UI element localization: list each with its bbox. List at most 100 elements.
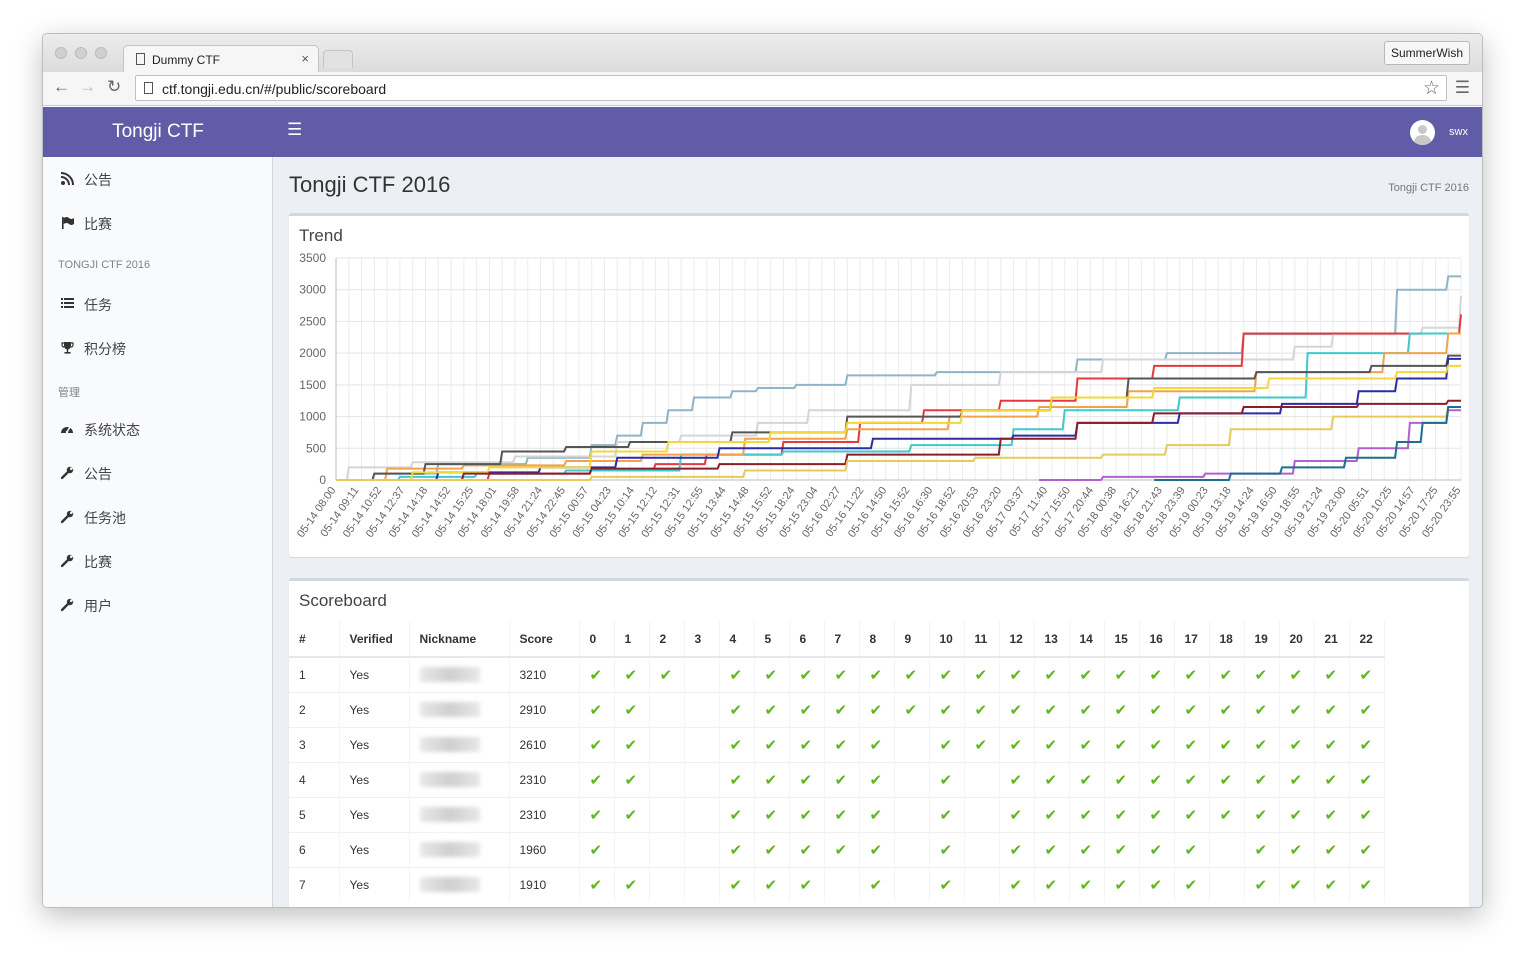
browser-menu-icon[interactable]: ☰ <box>1454 78 1470 97</box>
check-icon: ✔ <box>1359 806 1373 824</box>
task-cell: ✔ <box>1034 796 1070 832</box>
task-cell: ✔ <box>1314 691 1350 727</box>
series-line <box>1154 406 1461 481</box>
check-icon: ✔ <box>624 771 638 789</box>
check-icon: ✔ <box>589 806 603 824</box>
column-header: # <box>289 621 340 658</box>
task-cell <box>649 691 685 727</box>
task-cell: ✔ <box>1244 726 1280 762</box>
task-cell <box>894 866 930 902</box>
table-row: 4 Yes 2310 ✔ ✔ ✔ ✔ ✔ ✔ ✔ ✔ ✔ ✔ ✔ ✔ ✔ ✔ ✔ ✔ ✔ ✔ ✔ <box>289 761 1385 797</box>
task-cell: ✔ <box>1139 796 1175 832</box>
task-cell: ✔ <box>1314 761 1350 797</box>
sidebar-item-task-pool[interactable]: 任务池 <box>43 495 272 539</box>
redacted-nickname <box>419 877 480 893</box>
url-text[interactable]: ctf.tongji.edu.cn/#/public/scoreboard <box>162 81 387 97</box>
series-line <box>336 364 1461 481</box>
sidebar-item-scoreboard[interactable]: 积分榜 <box>43 326 272 370</box>
task-cell: ✔ <box>1244 866 1280 902</box>
table-row: 5 Yes 2310 ✔ ✔ ✔ ✔ ✔ ✔ ✔ ✔ ✔ ✔ ✔ ✔ ✔ ✔ ✔ ✔ ✔ ✔ ✔ <box>289 796 1385 832</box>
nickname-cell <box>409 761 510 797</box>
task-cell: ✔ <box>1244 831 1280 867</box>
task-cell: ✔ <box>719 831 755 867</box>
back-arrow-icon[interactable]: ← <box>53 77 70 96</box>
sidebar-item-admin-contests[interactable]: 比赛 <box>43 539 272 583</box>
task-cell: ✔ <box>1034 831 1070 867</box>
browser-tab[interactable]: Dummy CTF × <box>123 45 319 72</box>
check-icon: ✔ <box>1289 736 1303 754</box>
rank-cell: 2 <box>289 691 340 727</box>
task-cell: ✔ <box>789 761 825 797</box>
sidebar-item-announcements[interactable]: 公告 <box>43 157 272 201</box>
wrench-icon <box>59 464 75 480</box>
breadcrumb[interactable]: Tongji CTF 2016 <box>1388 182 1469 194</box>
check-icon: ✔ <box>1359 771 1373 789</box>
sidebar-item-label: 任务 <box>84 297 112 313</box>
task-cell: ✔ <box>859 866 895 902</box>
check-icon: ✔ <box>1254 701 1268 719</box>
browser-titlebar: Dummy CTF × SummerWish <box>43 34 1482 72</box>
check-icon: ✔ <box>799 736 813 754</box>
sidebar-item-contests[interactable]: 比赛 <box>43 201 272 245</box>
sidebar-item-system-status[interactable]: 系统状态 <box>43 407 272 451</box>
sidebar-item-users[interactable]: 用户 <box>43 583 272 627</box>
check-icon: ✔ <box>1254 876 1268 894</box>
minimize-window-button[interactable] <box>75 47 87 59</box>
check-icon: ✔ <box>1254 666 1268 684</box>
task-cell: ✔ <box>894 691 930 727</box>
reload-icon[interactable]: ↻ <box>107 77 122 96</box>
task-cell: ✔ <box>1139 656 1175 692</box>
verified-cell: Yes <box>339 656 410 692</box>
check-icon: ✔ <box>1149 841 1163 859</box>
close-icon[interactable]: × <box>301 51 309 66</box>
task-cell: ✔ <box>1279 761 1315 797</box>
task-column-header: 16 <box>1139 621 1175 658</box>
task-cell: ✔ <box>1349 656 1385 692</box>
dashboard-icon <box>59 420 75 436</box>
sidebar-item-admin-announcements[interactable]: 公告 <box>43 451 272 495</box>
series-line <box>1039 409 1461 481</box>
check-icon: ✔ <box>729 806 743 824</box>
user-name[interactable]: swx <box>1449 126 1468 138</box>
series-line <box>336 406 1461 481</box>
avatar[interactable] <box>1410 120 1435 145</box>
close-window-button[interactable] <box>55 47 67 59</box>
check-icon: ✔ <box>1184 736 1198 754</box>
profile-button[interactable]: SummerWish <box>1383 41 1470 65</box>
check-icon: ✔ <box>974 666 988 684</box>
check-icon: ✔ <box>1184 701 1198 719</box>
check-icon: ✔ <box>729 771 743 789</box>
check-icon: ✔ <box>1184 771 1198 789</box>
task-cell: ✔ <box>789 691 825 727</box>
check-icon: ✔ <box>1044 876 1058 894</box>
task-cell: ✔ <box>719 761 755 797</box>
trophy-icon <box>59 339 75 355</box>
check-icon: ✔ <box>589 841 603 859</box>
check-icon: ✔ <box>729 841 743 859</box>
sidebar-toggle-icon[interactable]: ☰ <box>287 120 303 139</box>
check-icon: ✔ <box>869 841 883 859</box>
address-bar[interactable]: ctf.tongji.edu.cn/#/public/scoreboard ☆ <box>135 75 1447 101</box>
new-tab-button[interactable] <box>323 50 353 68</box>
task-cell: ✔ <box>1034 691 1070 727</box>
task-cell: ✔ <box>1349 726 1385 762</box>
task-cell: ✔ <box>754 656 790 692</box>
zoom-window-button[interactable] <box>95 47 107 59</box>
task-cell <box>964 866 1000 902</box>
task-cell <box>1209 831 1245 867</box>
forward-arrow-icon[interactable]: → <box>79 77 96 96</box>
task-cell <box>649 831 685 867</box>
task-column-header: 5 <box>754 621 790 658</box>
task-cell: ✔ <box>1034 726 1070 762</box>
nickname-cell <box>409 691 510 727</box>
task-column-header: 6 <box>789 621 825 658</box>
brand-logo[interactable]: Tongji CTF <box>112 121 204 142</box>
bookmark-star-icon[interactable]: ☆ <box>1422 78 1440 99</box>
task-cell <box>964 761 1000 797</box>
check-icon: ✔ <box>1184 876 1198 894</box>
check-icon: ✔ <box>764 771 778 789</box>
task-cell: ✔ <box>824 831 860 867</box>
sidebar-item-tasks[interactable]: 任务 <box>43 282 272 326</box>
task-cell: ✔ <box>929 761 965 797</box>
task-cell: ✔ <box>1104 691 1140 727</box>
